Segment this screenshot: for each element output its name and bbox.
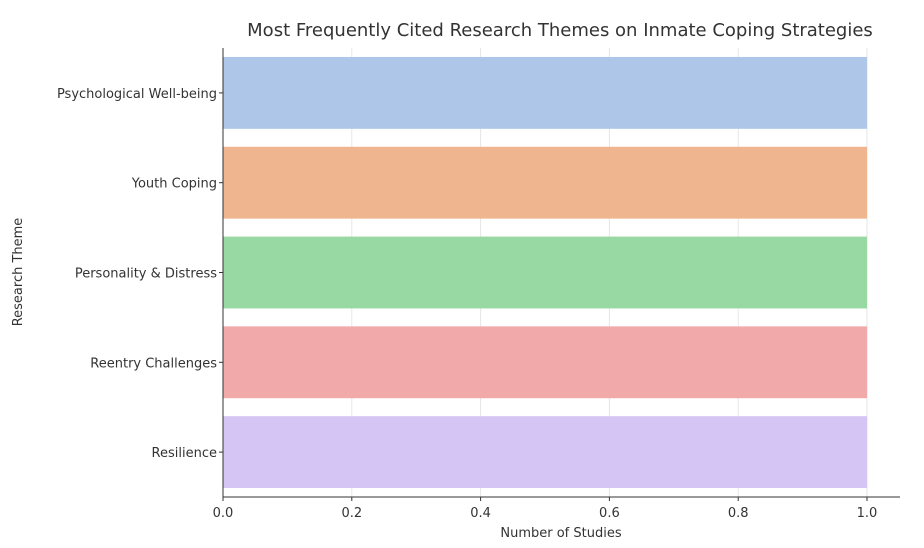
y-tick-label: Resilience bbox=[152, 446, 217, 461]
x-axis-label: Number of Studies bbox=[500, 526, 621, 541]
x-tick-labels: 0.0 0.2 0.4 0.6 0.8 1.0 bbox=[213, 497, 878, 521]
bar-reentry-challenges bbox=[223, 326, 867, 399]
y-tick-labels: Psychological Well-being Youth Coping Pers… bbox=[57, 87, 223, 461]
y-tick-label: Youth Coping bbox=[131, 177, 217, 192]
bar-psychological-well-being bbox=[223, 56, 867, 129]
chart-title: Most Frequently Cited Research Themes on… bbox=[247, 20, 873, 41]
bars bbox=[223, 56, 867, 489]
x-tick-label: 0.6 bbox=[599, 506, 620, 521]
bar-youth-coping bbox=[223, 146, 867, 219]
x-tick-label: 0.4 bbox=[470, 506, 491, 521]
y-tick-label: Personality & Distress bbox=[75, 267, 217, 282]
y-axis-label: Research Theme bbox=[11, 218, 26, 327]
x-tick-label: 0.0 bbox=[213, 506, 234, 521]
x-tick-label: 0.8 bbox=[728, 506, 749, 521]
y-tick-label: Reentry Challenges bbox=[90, 356, 217, 371]
y-tick-label: Psychological Well-being bbox=[57, 87, 217, 102]
x-tick-label: 1.0 bbox=[857, 506, 878, 521]
bar-resilience bbox=[223, 416, 867, 489]
x-tick-label: 0.2 bbox=[341, 506, 362, 521]
bar-personality-distress bbox=[223, 236, 867, 309]
